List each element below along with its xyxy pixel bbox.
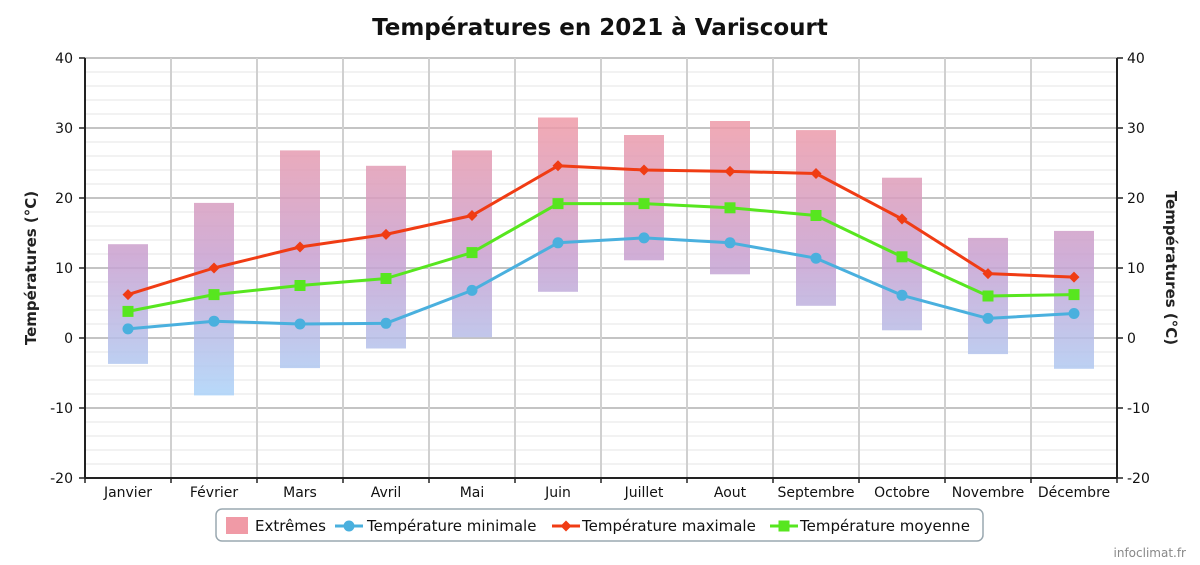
data-point	[552, 237, 564, 249]
series-lines	[122, 160, 1080, 335]
data-point	[724, 237, 736, 249]
data-point	[122, 323, 134, 335]
extremes-bar	[710, 121, 750, 275]
series-line	[127, 236, 1075, 331]
legend-label-extremes: Extrêmes	[255, 517, 326, 535]
chart-title: Températures en 2021 à Variscourt	[372, 15, 828, 41]
legend-box	[215, 508, 984, 542]
y-axis-title-left: Températures (°C)	[22, 191, 40, 345]
legend-label: Température moyenne	[799, 517, 970, 535]
data-point	[466, 210, 478, 221]
y-tick-label-right: 0	[1127, 331, 1136, 347]
data-point	[122, 305, 134, 317]
y-tick-label-left: 10	[55, 261, 73, 277]
y-tick-label-left: 30	[55, 121, 73, 137]
y-tick-label-left: 40	[55, 51, 73, 67]
data-point	[982, 312, 994, 324]
data-point	[896, 213, 908, 225]
legend: Extrêmes Température minimale Température …	[215, 508, 984, 542]
x-tick-label: Avril	[371, 485, 402, 501]
y-tick-label-right: -20	[1127, 471, 1150, 487]
data-point	[982, 290, 994, 302]
y-tick-label-right: 30	[1127, 121, 1145, 137]
data-point	[294, 318, 306, 330]
data-point	[122, 289, 134, 301]
y-tick-label-left: 0	[64, 331, 73, 347]
data-point	[208, 262, 220, 274]
legend-marker	[343, 520, 355, 532]
data-point	[466, 284, 478, 296]
x-tick-label: Mai	[460, 485, 485, 501]
y-tick-label-right: -10	[1127, 401, 1150, 417]
y-tick-label-left: -10	[50, 401, 73, 417]
x-tick-label: Novembre	[952, 485, 1025, 501]
data-point	[552, 160, 564, 172]
data-point	[724, 165, 736, 177]
series-line	[127, 164, 1075, 297]
data-point	[380, 228, 392, 240]
series-line	[127, 202, 1075, 313]
extremes-bar	[280, 150, 320, 369]
data-point	[208, 289, 220, 301]
legend-marker	[560, 520, 572, 532]
x-tick-label: Septembre	[777, 485, 854, 501]
legend-marker	[778, 520, 790, 532]
data-point	[552, 198, 564, 210]
y-tick-label-right: 10	[1127, 261, 1145, 277]
y-tick-label-left: -20	[50, 471, 73, 487]
credit-text: infoclimat.fr	[1114, 546, 1187, 560]
y-tick-label-left: 20	[55, 191, 73, 207]
x-tick-label: Aout	[714, 485, 747, 501]
data-point	[294, 280, 306, 291]
legend-label: Température maximale	[581, 517, 756, 535]
y-tick-label-right: 40	[1127, 51, 1145, 67]
data-point	[294, 241, 306, 253]
y-tick-label-right: 20	[1127, 191, 1145, 207]
data-point	[810, 210, 822, 221]
data-point	[638, 198, 650, 210]
x-tick-label: Mars	[283, 485, 317, 501]
data-point	[1068, 271, 1080, 283]
data-point	[208, 315, 220, 327]
data-point	[638, 232, 650, 244]
data-point	[466, 247, 478, 259]
x-tick-label: Juin	[544, 485, 571, 501]
y-axis-title-right: Températures (°C)	[1162, 191, 1180, 345]
data-point	[380, 317, 392, 329]
data-point	[896, 251, 908, 263]
legend-swatch-extremes	[226, 517, 248, 534]
data-point	[810, 168, 822, 179]
axes: -20 -20 -10 -10 0 0 10 10 20 20 30 30 40 40 Janvier Fév…	[50, 51, 1150, 501]
legend-label: Température minimale	[366, 517, 536, 535]
data-point	[810, 252, 822, 264]
x-tick-label: Janvier	[103, 485, 152, 501]
data-point	[638, 164, 650, 176]
data-point	[380, 273, 392, 284]
x-tick-label: Octobre	[874, 485, 930, 501]
extremes-bar	[108, 244, 148, 364]
extremes-bars	[108, 117, 1094, 396]
gridlines	[85, 57, 1117, 479]
x-tick-label: Juillet	[624, 485, 664, 501]
data-point	[982, 268, 994, 280]
x-tick-label: Février	[190, 485, 238, 501]
data-point	[724, 202, 736, 214]
data-point	[896, 289, 908, 301]
data-point	[1068, 289, 1080, 301]
data-point	[1068, 308, 1080, 319]
x-tick-label: Décembre	[1038, 485, 1110, 501]
